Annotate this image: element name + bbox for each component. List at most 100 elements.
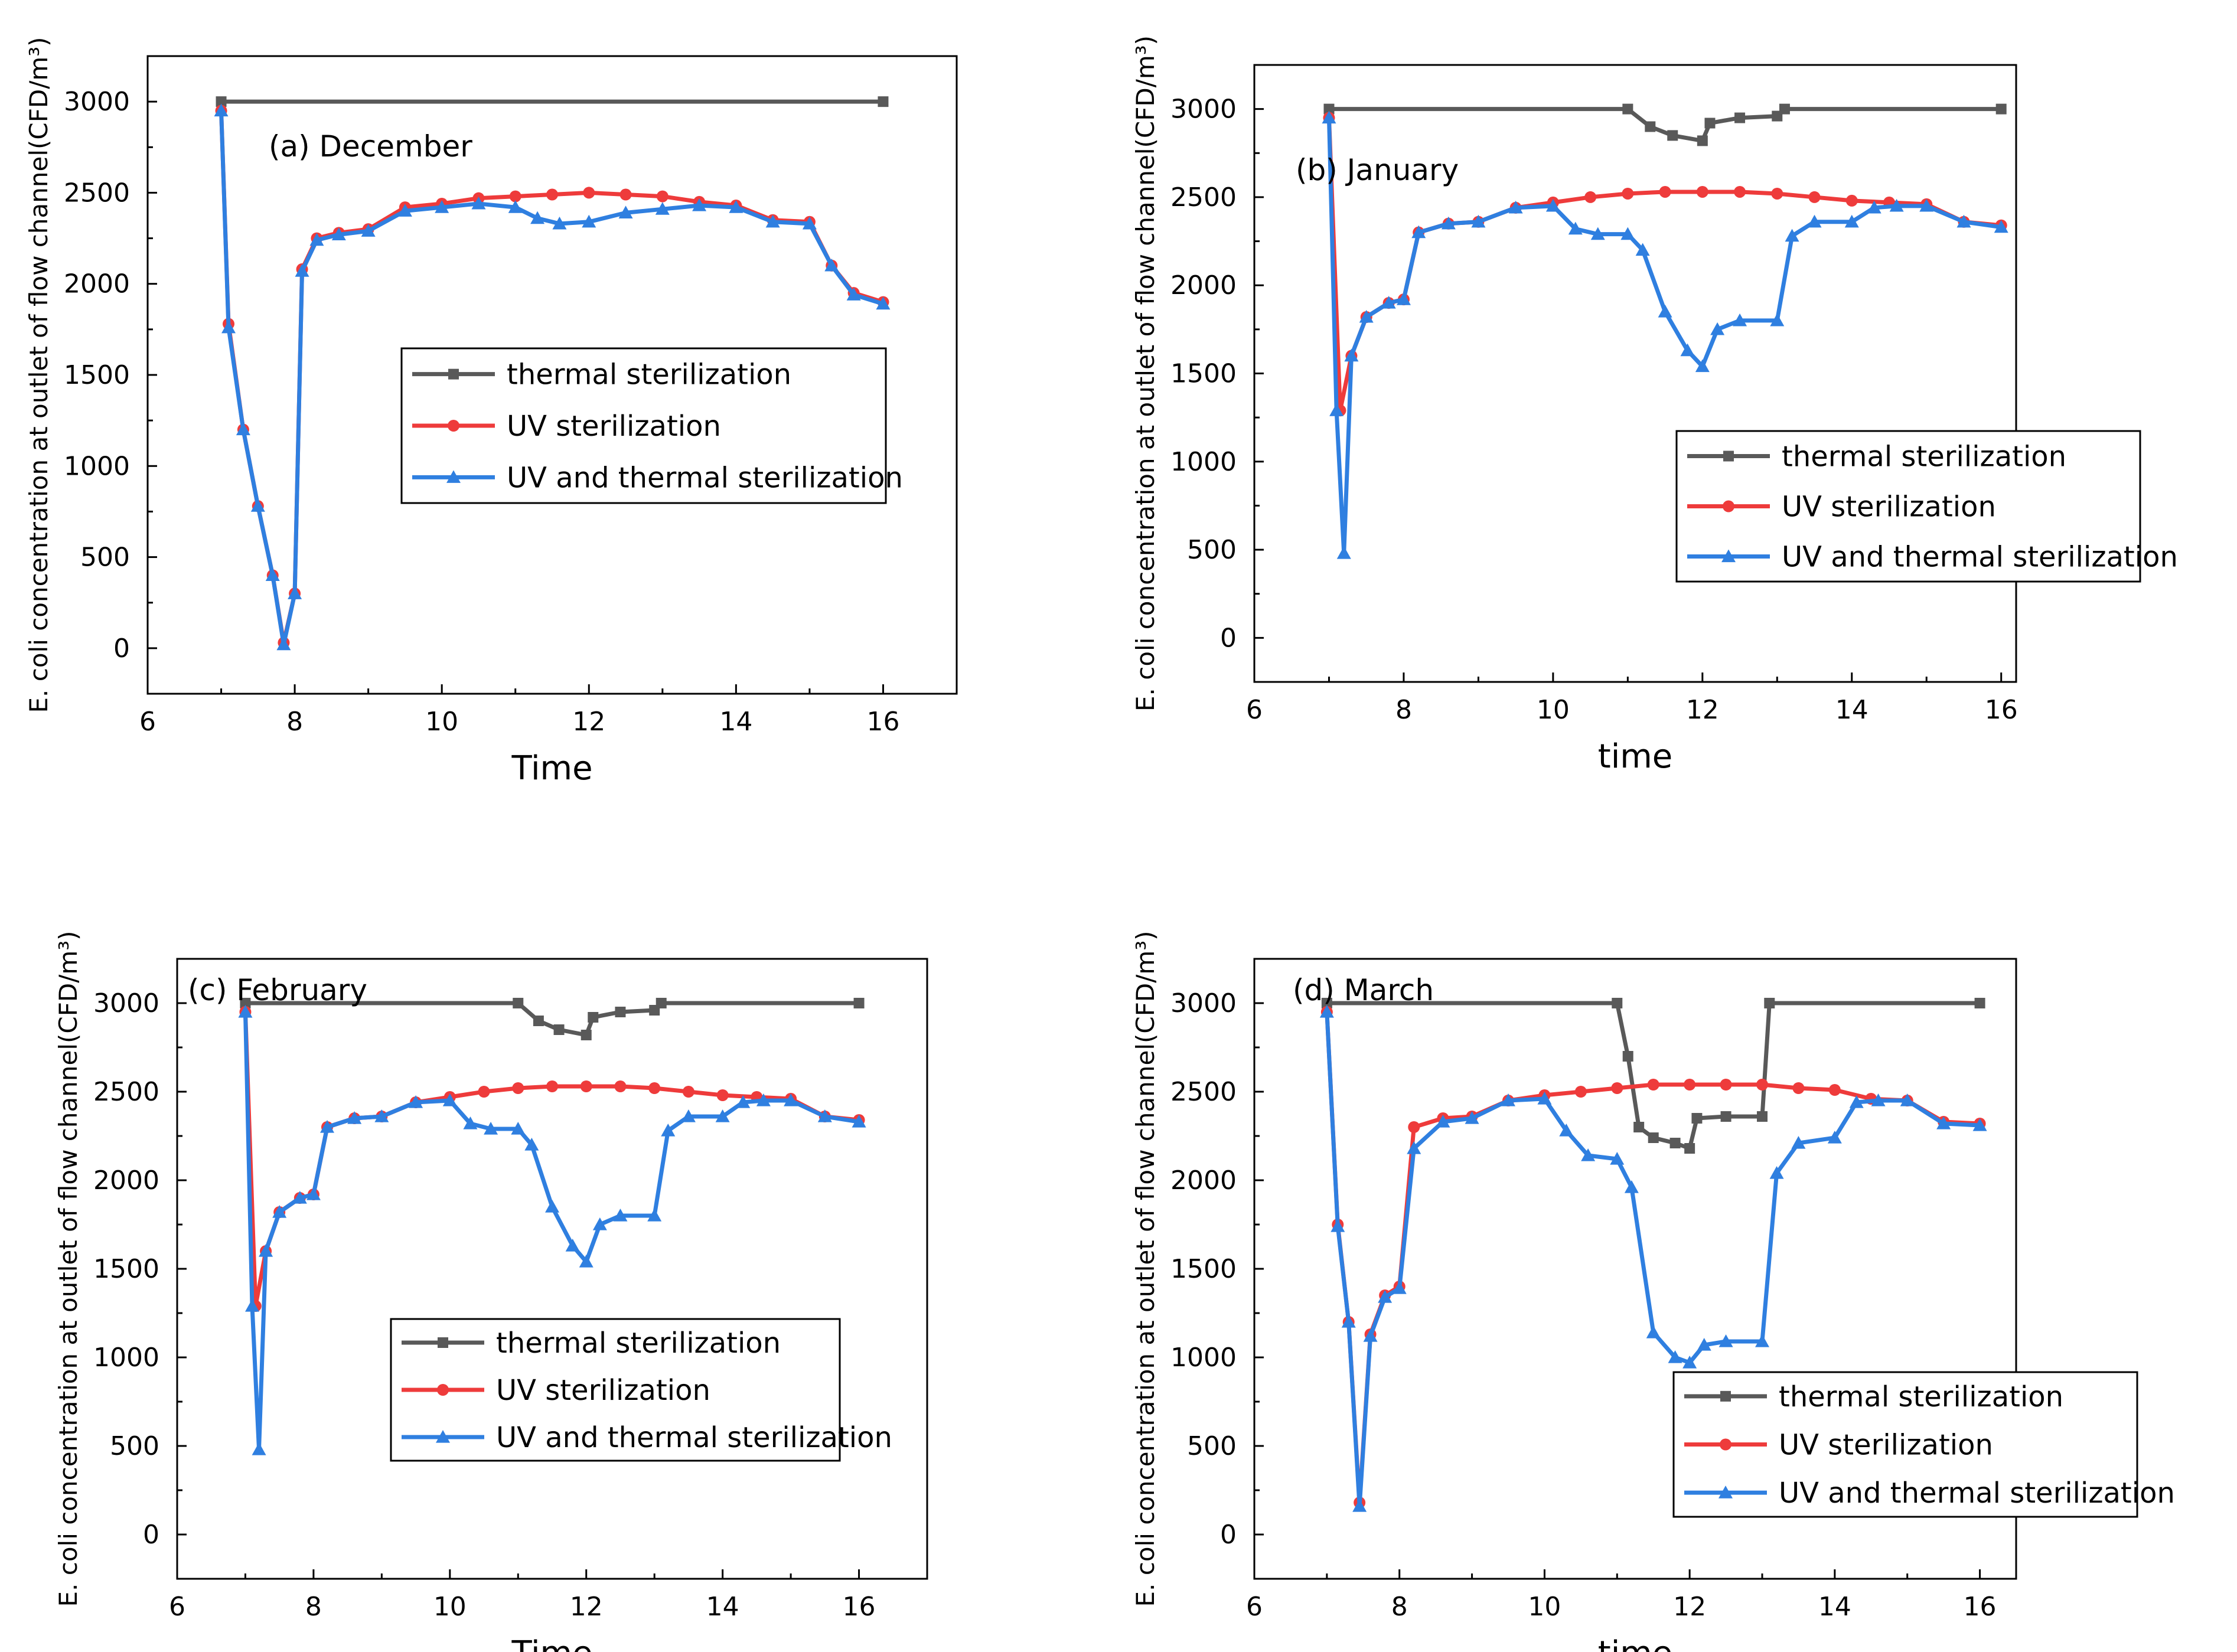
data-point (1704, 117, 1716, 129)
data-point (1321, 998, 1332, 1008)
panel-title: (c) February (188, 973, 367, 1007)
data-point (1647, 1079, 1659, 1091)
data-point (1559, 1124, 1574, 1137)
data-point (1720, 1079, 1732, 1091)
y-tick-label: 500 (110, 1431, 159, 1461)
data-point (1734, 112, 1746, 123)
data-point (553, 1024, 565, 1035)
data-point (647, 1209, 662, 1222)
data-point (1633, 1122, 1645, 1132)
y-axis-title: E. coli concentration at outlet of flow … (24, 37, 53, 713)
data-point (1956, 214, 1971, 228)
legend-label: UV and thermal sterilization (507, 461, 903, 494)
data-point (1871, 1093, 1886, 1106)
data-point (1710, 322, 1725, 335)
y-tick-label: 500 (1187, 1431, 1237, 1461)
data-point (1659, 185, 1671, 198)
data-point (619, 188, 632, 201)
data-point (1771, 187, 1783, 200)
data-point (1408, 1121, 1420, 1133)
data-point (1581, 1148, 1596, 1161)
data-point (409, 1095, 423, 1108)
data-point (250, 499, 265, 512)
x-axis-title: Time (511, 749, 592, 788)
data-point (361, 224, 376, 237)
data-point (1323, 103, 1335, 115)
data-point (397, 204, 412, 217)
chart-december: 6 8 10 12 14 16 0 500 1000 1500 2000 2500 3000 Time E.… (24, 37, 958, 788)
chart-february: 6 8 10 12 14 16 0 500 1000 1500 2000 2500 3000 Time E.… (54, 931, 928, 1652)
y-tick-label: 1500 (1170, 1254, 1237, 1284)
data-point (1545, 198, 1560, 212)
y-axis-title: E. coli concentration at outlet of flow … (1131, 35, 1160, 711)
y-tick-label: 2500 (64, 178, 130, 208)
data-point (716, 1089, 729, 1101)
data-point (1695, 359, 1710, 373)
data-point (331, 227, 346, 240)
x-tick-label: 16 (843, 1592, 876, 1622)
data-point (252, 1442, 266, 1455)
panel-title: (d) March (1293, 973, 1434, 1007)
data-point (1889, 198, 1904, 212)
data-point (546, 188, 558, 201)
data-point (552, 216, 567, 230)
data-point (1436, 1115, 1450, 1128)
data-point (1329, 403, 1344, 416)
data-point (1331, 1219, 1345, 1232)
data-point (1972, 1118, 1987, 1131)
y-tick-label: 1000 (1170, 1343, 1237, 1373)
data-point (1682, 1356, 1697, 1369)
data-point (1718, 1334, 1733, 1347)
x-tick-label: 12 (572, 707, 605, 737)
y-tick-label: 1000 (64, 451, 130, 481)
data-point (221, 320, 236, 334)
data-point (1336, 546, 1351, 559)
data-point (729, 200, 744, 213)
data-point (288, 586, 302, 599)
data-point (1611, 1082, 1623, 1094)
data-point (592, 1217, 607, 1230)
data-point (533, 1016, 544, 1026)
data-point (1344, 348, 1359, 362)
data-point (1471, 214, 1486, 228)
y-tick-label: 1500 (64, 360, 130, 390)
legend-label: thermal sterilization (1782, 440, 2066, 474)
data-point (1807, 214, 1822, 228)
data-point (1849, 1095, 1864, 1108)
series-line-2 (243, 1011, 859, 1308)
data-point (1755, 1334, 1769, 1347)
x-tick-label: 6 (1246, 695, 1263, 725)
legend-marker (436, 1430, 450, 1443)
data-point (471, 196, 486, 210)
x-tick-label: 14 (1835, 695, 1868, 725)
y-tick-label: 1000 (93, 1343, 159, 1373)
legend-label: thermal sterilization (496, 1327, 781, 1360)
y-tick-label: 0 (143, 1520, 159, 1550)
data-point (374, 1109, 389, 1122)
panel-title: (b) January (1296, 153, 1459, 187)
legend-label: UV and thermal sterilization (1782, 541, 2178, 574)
data-point (655, 202, 670, 215)
data-point (484, 1122, 498, 1135)
chart-january: 6 8 10 12 14 16 0 500 1000 1500 2000 2500 3000 time E.… (1131, 35, 2178, 776)
data-point (1680, 343, 1695, 357)
legend-label: thermal sterilization (1779, 1380, 2063, 1413)
plot-frame (176, 958, 928, 1580)
data-point (1363, 1329, 1378, 1342)
data-point (546, 1080, 558, 1092)
y-tick-label: 0 (1220, 623, 1237, 653)
y-tick-label: 0 (113, 634, 130, 664)
data-point (1808, 191, 1821, 203)
data-point (1769, 1166, 1784, 1179)
data-point (513, 998, 524, 1008)
data-point (1319, 1005, 1334, 1018)
data-point (1411, 225, 1426, 239)
data-point (1900, 1093, 1915, 1106)
data-point (347, 1111, 362, 1124)
data-point (1668, 1350, 1682, 1363)
x-axis-title: Time (511, 1634, 592, 1652)
data-point (1622, 1051, 1633, 1062)
data-point (1352, 1499, 1367, 1512)
y-tick-label: 1500 (1170, 359, 1237, 389)
data-point (1635, 243, 1650, 256)
